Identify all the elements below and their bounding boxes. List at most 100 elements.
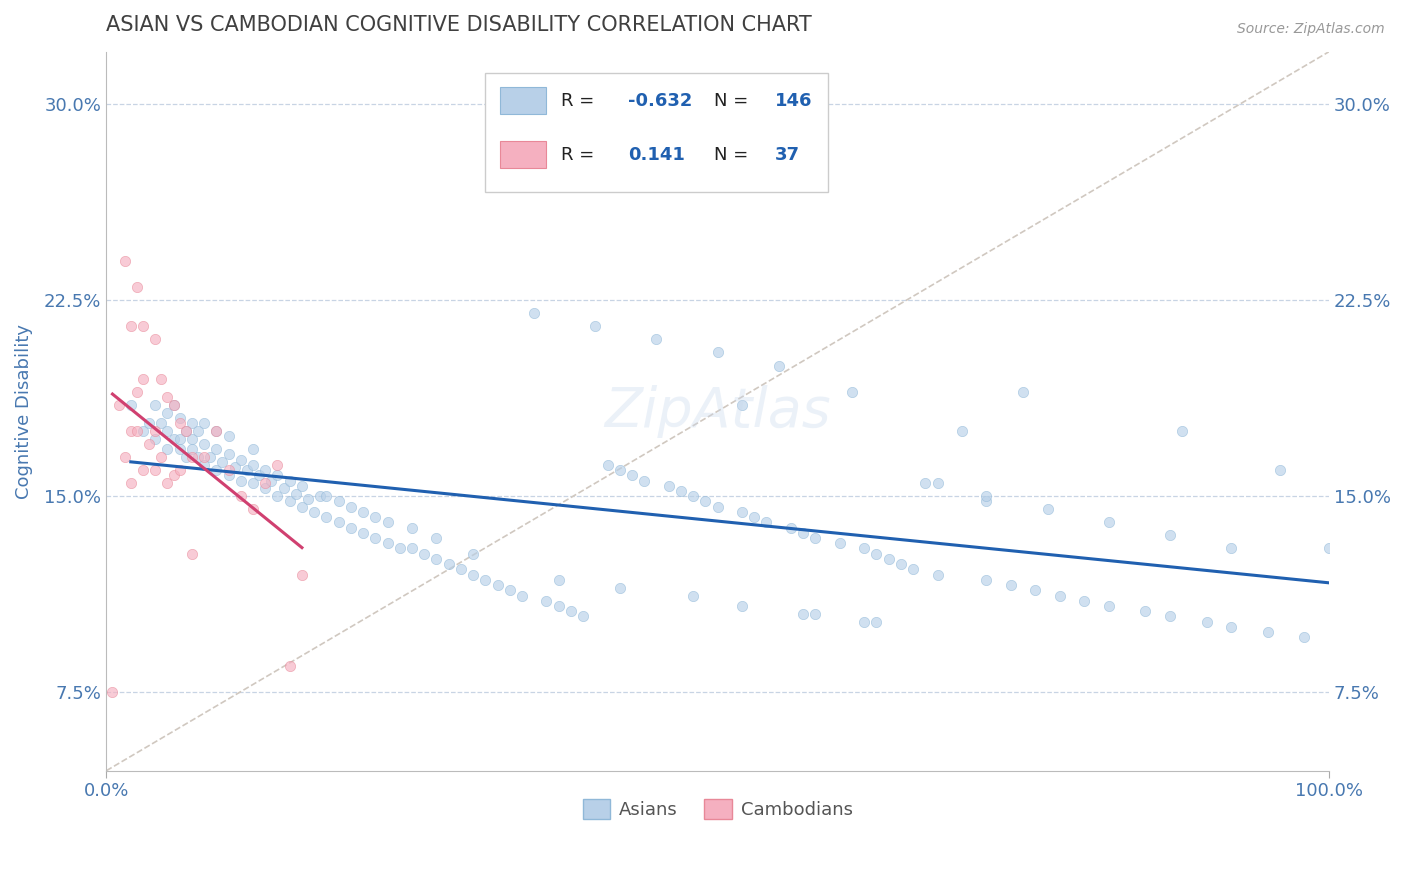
Point: [572, 609, 595, 624]
Point: [169, 432, 191, 446]
Point: [1268, 463, 1291, 477]
Point: [284, 486, 307, 500]
Point: [162, 468, 184, 483]
Point: [364, 531, 387, 545]
Point: [302, 505, 325, 519]
Point: [633, 474, 655, 488]
Point: [1294, 631, 1316, 645]
Point: [706, 345, 728, 359]
Point: [266, 458, 288, 472]
Point: [132, 319, 155, 334]
Point: [682, 489, 704, 503]
Point: [125, 384, 148, 399]
Point: [841, 384, 863, 399]
Point: [620, 468, 643, 483]
Point: [120, 398, 142, 412]
Point: [169, 416, 191, 430]
Point: [877, 552, 900, 566]
Point: [278, 494, 301, 508]
Point: [150, 416, 173, 430]
Point: [768, 359, 790, 373]
Point: [499, 583, 522, 598]
Point: [425, 552, 447, 566]
Point: [804, 531, 827, 545]
Point: [278, 474, 301, 488]
Point: [193, 437, 215, 451]
Text: 37: 37: [775, 145, 800, 163]
Point: [187, 450, 209, 464]
Point: [200, 450, 222, 464]
Point: [156, 424, 179, 438]
Point: [266, 489, 288, 503]
Point: [609, 463, 631, 477]
Point: [309, 489, 332, 503]
Point: [927, 567, 949, 582]
Point: [352, 525, 374, 540]
Point: [731, 398, 754, 412]
Point: [976, 573, 998, 587]
Point: [162, 432, 184, 446]
Point: [401, 541, 423, 556]
Point: [388, 541, 411, 556]
Point: [1098, 599, 1121, 613]
Point: [1159, 528, 1181, 542]
Point: [328, 516, 350, 530]
Text: ZipAtlas: ZipAtlas: [605, 384, 831, 438]
Point: [143, 398, 166, 412]
Point: [669, 483, 692, 498]
Point: [254, 463, 277, 477]
Point: [260, 474, 283, 488]
Point: [1195, 615, 1218, 629]
Point: [596, 458, 619, 472]
Point: [755, 516, 778, 530]
Point: [1257, 625, 1279, 640]
Point: [328, 494, 350, 508]
Point: [950, 424, 973, 438]
Point: [143, 332, 166, 346]
Point: [914, 476, 936, 491]
Point: [890, 557, 912, 571]
Point: [169, 442, 191, 457]
Point: [1159, 609, 1181, 624]
Point: [193, 450, 215, 464]
Point: [536, 594, 558, 608]
Point: [254, 476, 277, 491]
Point: [107, 398, 129, 412]
Point: [273, 482, 295, 496]
Point: [156, 442, 179, 457]
Point: [291, 500, 314, 514]
Text: R =: R =: [561, 145, 595, 163]
Point: [187, 424, 209, 438]
Point: [174, 424, 197, 438]
Point: [450, 562, 472, 576]
Point: [229, 474, 252, 488]
Point: [218, 447, 240, 461]
Point: [377, 516, 399, 530]
Point: [1036, 502, 1059, 516]
Point: [425, 531, 447, 545]
Point: [125, 280, 148, 294]
Point: [266, 468, 288, 483]
Point: [413, 547, 436, 561]
Point: [437, 557, 460, 571]
Point: [242, 442, 264, 457]
Point: [143, 432, 166, 446]
Point: [731, 505, 754, 519]
Point: [180, 416, 202, 430]
Point: [461, 567, 484, 582]
Point: [120, 476, 142, 491]
Point: [150, 371, 173, 385]
Point: [242, 476, 264, 491]
Point: [120, 319, 142, 334]
Point: [193, 416, 215, 430]
Text: R =: R =: [561, 92, 595, 110]
Point: [218, 463, 240, 477]
Point: [242, 502, 264, 516]
Point: [211, 455, 233, 469]
Point: [254, 482, 277, 496]
Point: [205, 463, 228, 477]
Point: [865, 547, 887, 561]
Point: [218, 429, 240, 443]
Point: [193, 458, 215, 472]
Point: [658, 479, 681, 493]
